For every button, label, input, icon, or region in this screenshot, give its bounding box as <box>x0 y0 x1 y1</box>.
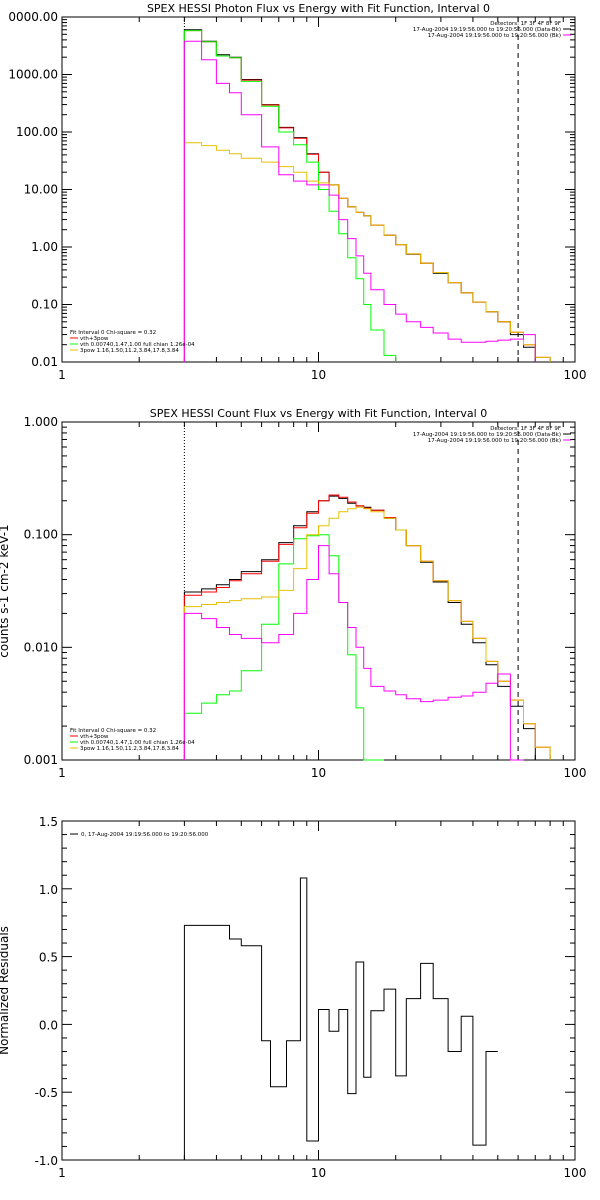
y-tick-label: 0000.00 <box>8 10 58 24</box>
series-vth-3pow <box>183 494 551 760</box>
series-data-bk <box>183 495 536 760</box>
legend-bottom-entry: Fit Interval 0 Chi-square = 0.32 <box>70 728 156 734</box>
legend-bottom-entry: vth 0.00740,1.47,1.00 full chian 1.26e-0… <box>80 342 195 348</box>
chart-panel-3: 1 10 100 -1.0 -0.5 0.0 0.5 1.0 1.5 Normalized Res… <box>0 815 586 1180</box>
series-3pow <box>183 506 551 760</box>
y-tick-label: 1000.00 <box>8 68 58 82</box>
y-tick-label: 100.00 <box>16 125 58 139</box>
y-tick-label: -1.0 <box>35 1154 58 1168</box>
y-tick-label: 0.10 <box>31 298 58 312</box>
y-tick-label: 0.5 <box>39 951 58 965</box>
series-vth-3pow <box>183 30 551 362</box>
x-tick-label: 10 <box>311 766 326 780</box>
legend-top-entry: 17-Aug-2004 19:19:56.000 to 19:20:56.000… <box>428 438 561 444</box>
y-tick-label: 10.00 <box>24 183 58 197</box>
chart-panel-1: SPEX HESSI Photon Flux vs Energy with Fi… <box>8 2 586 382</box>
x-tick-label: 100 <box>564 368 587 382</box>
y-tick-label: 1.5 <box>39 815 58 829</box>
chart-title: SPEX HESSI Photon Flux vs Energy with Fi… <box>147 2 490 15</box>
x-tick-label: 1 <box>58 766 66 780</box>
y-axis-label: Normalized Residuals <box>0 926 11 1055</box>
y-tick-label: 0.0 <box>39 1018 58 1032</box>
legend-top-entry: Detectors: 1F 3F 4F 8F 9F <box>490 426 561 432</box>
legend-bottom-entry: Fit Interval 0 Chi-square = 0.32 <box>70 330 156 336</box>
legend-bottom-entry: vth+3pow <box>80 734 109 740</box>
plot-frame <box>61 421 576 761</box>
series-data-bk <box>183 29 536 362</box>
chart-title: SPEX HESSI Count Flux vs Energy with Fit… <box>150 407 487 420</box>
y-tick-label: -0.5 <box>35 1086 58 1100</box>
x-tick-label: 1 <box>58 368 66 382</box>
series-bk <box>183 40 536 362</box>
y-tick-label: 0.010 <box>24 640 58 654</box>
y-tick-label: 0.001 <box>24 753 58 767</box>
y-tick-label: 1.00 <box>31 240 58 254</box>
y-axis-label: counts s-1 cm-2 keV-1 <box>0 524 11 657</box>
legend-top-entry: 17-Aug-2004 19:19:56.000 to 19:20:56.000… <box>413 432 561 438</box>
x-tick-label: 100 <box>564 766 587 780</box>
x-tick-label: 1 <box>58 1166 66 1180</box>
legend-top-entry: Detectors: 1F 3F 4F 8F 9F <box>490 21 561 27</box>
series-bk <box>183 545 524 761</box>
legend-bottom-entry: vth+3pow <box>80 336 109 342</box>
legend-bottom-entry: vth 0.00740,1.47,1.00 full chian 1.26e-0… <box>80 740 195 746</box>
chart-panel-2: SPEX HESSI Count Flux vs Energy with Fit… <box>0 407 586 780</box>
legend-top-entry: 0, 17-Aug-2004 19:19:56.000 to 19:20:56.… <box>81 832 209 838</box>
series-3pow <box>183 142 551 362</box>
legend-bottom-entry: 3pow 1.16,1.50,11.2,3.84,17.8,3.84 <box>80 746 179 752</box>
x-tick-label: 10 <box>311 368 326 382</box>
series-vth <box>183 30 397 362</box>
series-vth <box>183 534 384 761</box>
y-tick-label: 1.000 <box>24 415 58 429</box>
y-tick-label: 1.0 <box>39 883 58 897</box>
x-tick-label: 10 <box>311 1166 326 1180</box>
y-tick-label: 0.100 <box>24 528 58 542</box>
series-0 <box>183 877 498 1160</box>
legend-bottom-entry: 3pow 1.16,1.50,11.2,3.84,17.8,3.84 <box>80 348 179 354</box>
legend-top-entry: 17-Aug-2004 19:19:56.000 to 19:20:56.000… <box>413 27 561 33</box>
y-tick-label: 0.01 <box>31 355 58 369</box>
legend-top-entry: 17-Aug-2004 19:19:56.000 to 19:20:56.000… <box>428 33 561 39</box>
x-tick-label: 100 <box>564 1166 587 1180</box>
